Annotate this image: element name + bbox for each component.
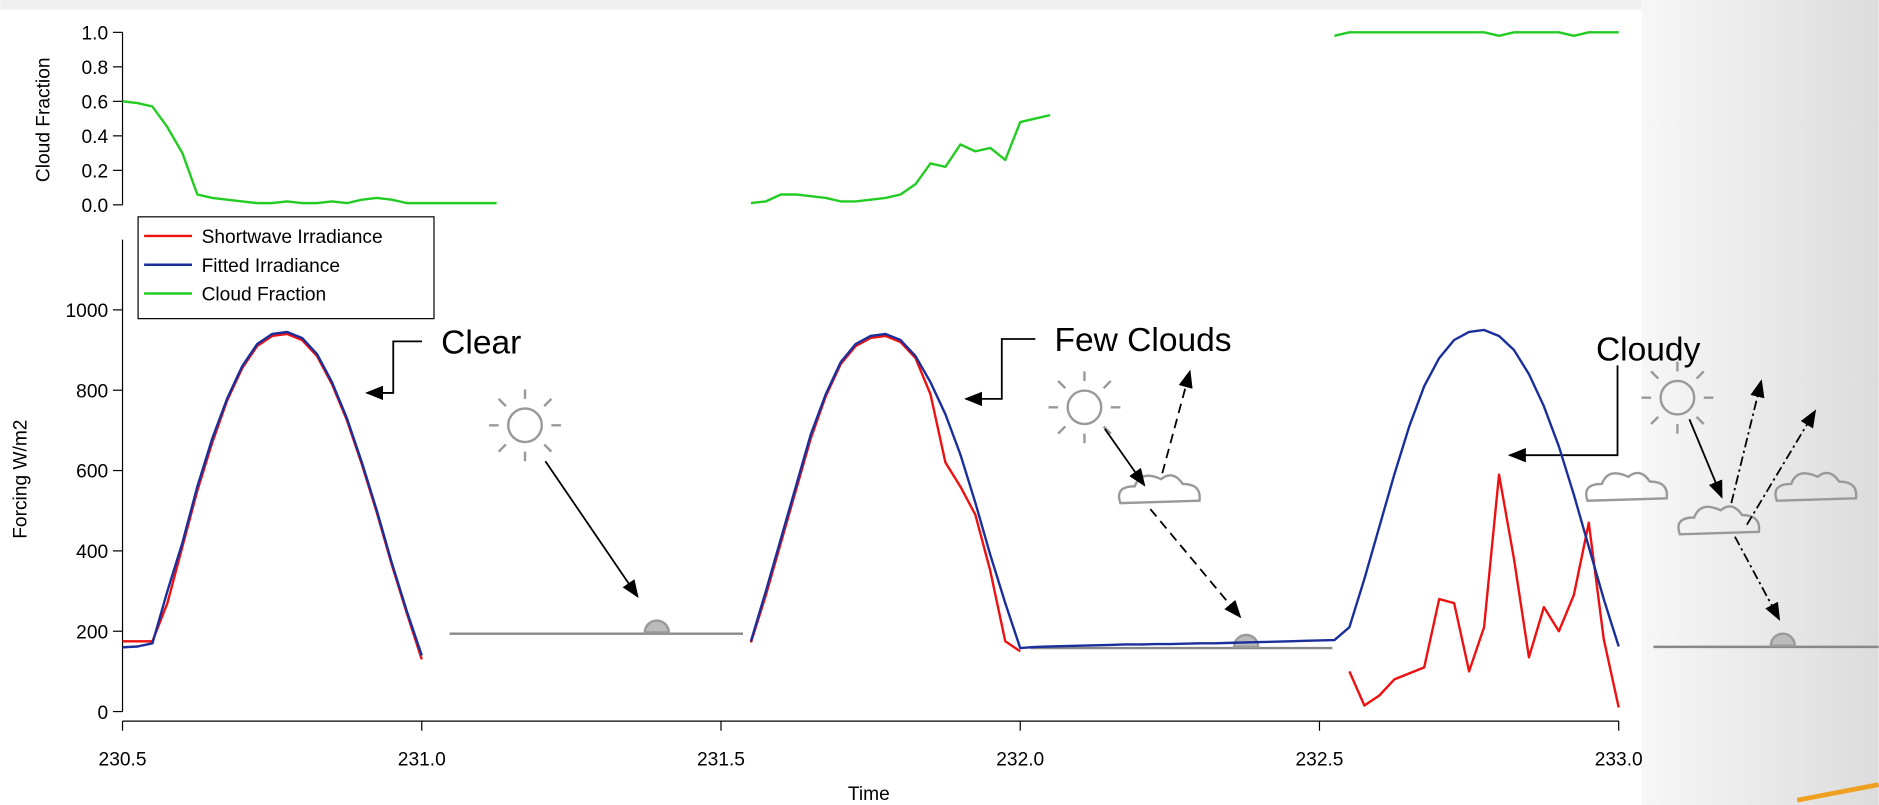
ray-arrows bbox=[545, 371, 1815, 619]
ray-arrow bbox=[1105, 429, 1145, 485]
legend-label: Shortwave Irradiance bbox=[202, 227, 383, 248]
x-tick-label: 232.0 bbox=[996, 749, 1044, 770]
ray-arrow bbox=[545, 461, 637, 596]
series-line bbox=[123, 330, 1619, 655]
y2-axis-label: Cloud Fraction bbox=[33, 58, 54, 183]
annotation-arrow bbox=[1510, 365, 1618, 455]
x-tick-label: 233.0 bbox=[1595, 749, 1643, 770]
y-axis-label: Forcing W/m2 bbox=[11, 420, 32, 539]
sun bbox=[489, 389, 561, 461]
y-tick-label: 400 bbox=[76, 542, 108, 563]
ray-arrow bbox=[1162, 371, 1190, 473]
x-axis-label: Time bbox=[848, 784, 890, 805]
ray-arrow bbox=[1150, 509, 1240, 617]
chart: Time Forcing W/m2 Cloud Fraction 230.5 23… bbox=[0, 0, 1879, 805]
sun bbox=[1049, 371, 1121, 443]
cloud bbox=[1119, 475, 1200, 503]
y-tick-label: 0 bbox=[97, 703, 108, 724]
y-tick-label: 800 bbox=[76, 381, 108, 402]
annotation: Clear bbox=[441, 324, 521, 361]
background-band bbox=[0, 0, 1641, 10]
x-tick-label: 232.5 bbox=[1296, 749, 1344, 770]
annotation-arrow bbox=[966, 339, 1035, 399]
series-line bbox=[123, 334, 1619, 708]
background-panel bbox=[1641, 0, 1878, 805]
x-tick-label: 230.5 bbox=[99, 749, 147, 770]
legend-label: Cloud Fraction bbox=[202, 285, 327, 306]
y-tick-label: 600 bbox=[76, 462, 108, 483]
x-tick-label: 231.0 bbox=[398, 749, 446, 770]
annotation-arrow bbox=[367, 341, 422, 393]
annotation: Few Clouds bbox=[1055, 322, 1232, 359]
page: {"chart_data": { "type": "line", "x_labe… bbox=[0, 0, 1879, 805]
legend-label: Fitted Irradiance bbox=[202, 256, 340, 277]
y2-tick-label: 0.8 bbox=[82, 58, 109, 79]
y2-tick-label: 0.0 bbox=[82, 196, 109, 217]
series-line bbox=[123, 32, 1619, 203]
annotation: Cloudy bbox=[1596, 332, 1701, 369]
y-tick-label: 200 bbox=[76, 622, 108, 643]
y2-tick-label: 1.0 bbox=[82, 24, 109, 45]
y-tick-label: 1000 bbox=[66, 301, 109, 322]
y2-tick-label: 0.2 bbox=[82, 162, 109, 183]
y2-tick-label: 0.6 bbox=[82, 93, 109, 114]
y2-tick-label: 0.4 bbox=[82, 127, 109, 148]
x-tick-label: 231.5 bbox=[697, 749, 745, 770]
